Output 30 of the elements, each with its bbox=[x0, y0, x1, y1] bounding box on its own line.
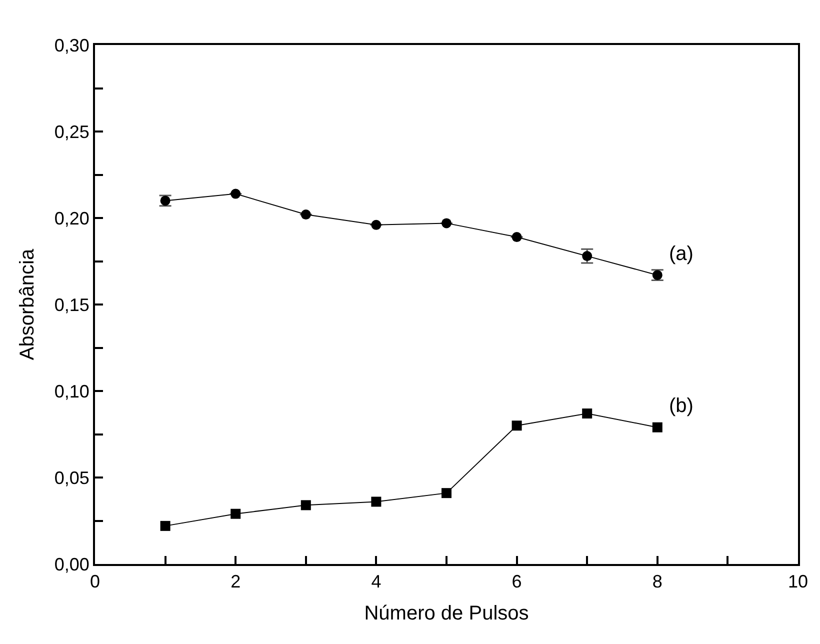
point bbox=[512, 232, 522, 242]
y-tick-label: 0,05 bbox=[54, 468, 90, 488]
point bbox=[230, 508, 241, 519]
x-axis-title: Número de Pulsos bbox=[364, 602, 529, 625]
point bbox=[442, 488, 452, 498]
x-tick-label: 6 bbox=[512, 572, 522, 592]
y-tick-label: 0,10 bbox=[54, 381, 90, 402]
point bbox=[300, 210, 311, 220]
y-tick-label: 0,00 bbox=[54, 554, 90, 574]
point bbox=[300, 500, 311, 510]
y-tick-label: 0,30 bbox=[54, 35, 90, 56]
point bbox=[371, 220, 382, 230]
x-tick-label: 0 bbox=[90, 572, 100, 592]
point bbox=[652, 422, 662, 432]
y-axis-title: Absorbância bbox=[16, 248, 38, 360]
y-tick-label: 0,15 bbox=[54, 294, 90, 315]
x-tick-label: 8 bbox=[652, 572, 662, 592]
point bbox=[512, 420, 522, 431]
x-tick-label: 2 bbox=[230, 572, 241, 592]
point bbox=[160, 520, 170, 531]
annotation: (b) bbox=[669, 395, 694, 417]
x-tick-label: 4 bbox=[371, 572, 382, 592]
x-tick-label: 10 bbox=[788, 572, 808, 592]
y-tick-label: 0,25 bbox=[54, 122, 90, 142]
point bbox=[582, 408, 592, 418]
point bbox=[230, 188, 241, 199]
point bbox=[442, 218, 452, 228]
annotation: (a) bbox=[669, 243, 694, 265]
y-tick-label: 0,20 bbox=[54, 208, 90, 228]
point bbox=[371, 496, 382, 507]
